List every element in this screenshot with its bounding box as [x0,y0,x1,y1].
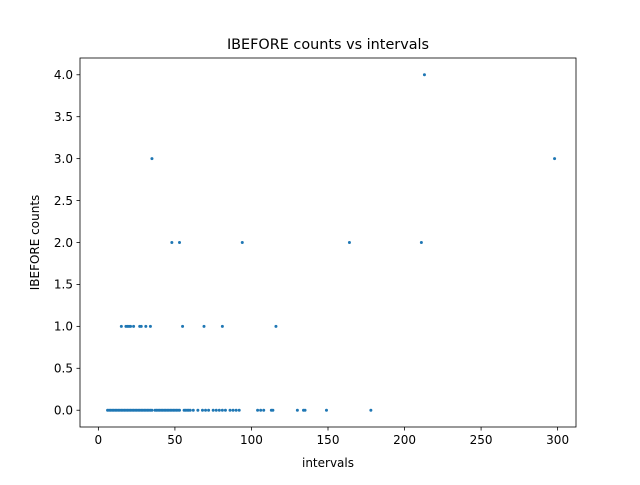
x-tick-label: 250 [470,433,493,447]
data-point [202,324,206,328]
x-axis: 0 50 100 150 200 250 300 [95,427,569,447]
y-tick-label: 1.5 [54,278,73,292]
data-point [132,324,136,328]
data-point [256,408,260,412]
data-point [303,408,307,412]
data-point [191,408,195,412]
x-tick-label: 50 [167,433,182,447]
y-tick-label: 4.0 [54,68,73,82]
y-tick-label: 3.5 [54,110,73,124]
data-point [148,324,152,328]
data-point [234,408,238,412]
data-point [200,408,204,412]
data-point [274,324,278,328]
data-point [419,241,423,244]
data-point [228,408,232,412]
data-point [217,408,221,412]
data-point [139,324,143,328]
y-tick-label: 1.0 [54,320,73,334]
chart-title: IBEFORE counts vs intervals [227,37,429,53]
data-point [324,408,328,412]
data-point [295,408,299,412]
data-point [204,408,208,412]
y-tick-label: 0.0 [54,404,73,418]
y-tick-label: 2.0 [54,236,73,250]
y-tick-label: 0.5 [54,362,73,376]
data-point [422,73,426,77]
x-axis-label: intervals [302,456,354,470]
data-point [196,408,200,412]
data-point [262,408,266,412]
data-point [223,408,227,412]
data-point [144,324,148,328]
data-point [231,408,235,412]
data-point [178,241,182,244]
data-point [211,408,215,412]
data-point [178,408,182,412]
data-point [271,408,275,412]
data-point [214,408,218,412]
data-point [369,408,373,412]
data-point [220,324,224,328]
y-tick-label: 3.0 [54,152,73,166]
data-point [188,408,192,412]
data-point [553,157,557,161]
data-point [220,408,224,412]
data-point [347,241,351,244]
x-tick-label: 200 [393,433,416,447]
data-point [259,408,263,412]
data-point [240,241,244,244]
data-point [150,157,154,161]
x-tick-label: 0 [95,433,103,447]
data-point [181,324,185,328]
plot-area [106,73,557,412]
data-point [150,408,154,412]
data-point [170,241,174,244]
x-tick-label: 100 [240,433,263,447]
x-tick-label: 150 [317,433,340,447]
y-tick-label: 2.5 [54,194,73,208]
y-axis: 0.0 0.5 1.0 1.5 2.0 2.5 3.0 3.5 4.0 [54,68,80,418]
data-point [119,324,123,328]
data-point [129,324,133,328]
y-axis-label: IBEFORE counts [28,195,42,291]
data-point [237,408,241,412]
x-tick-label: 300 [546,433,569,447]
data-point [207,408,211,412]
